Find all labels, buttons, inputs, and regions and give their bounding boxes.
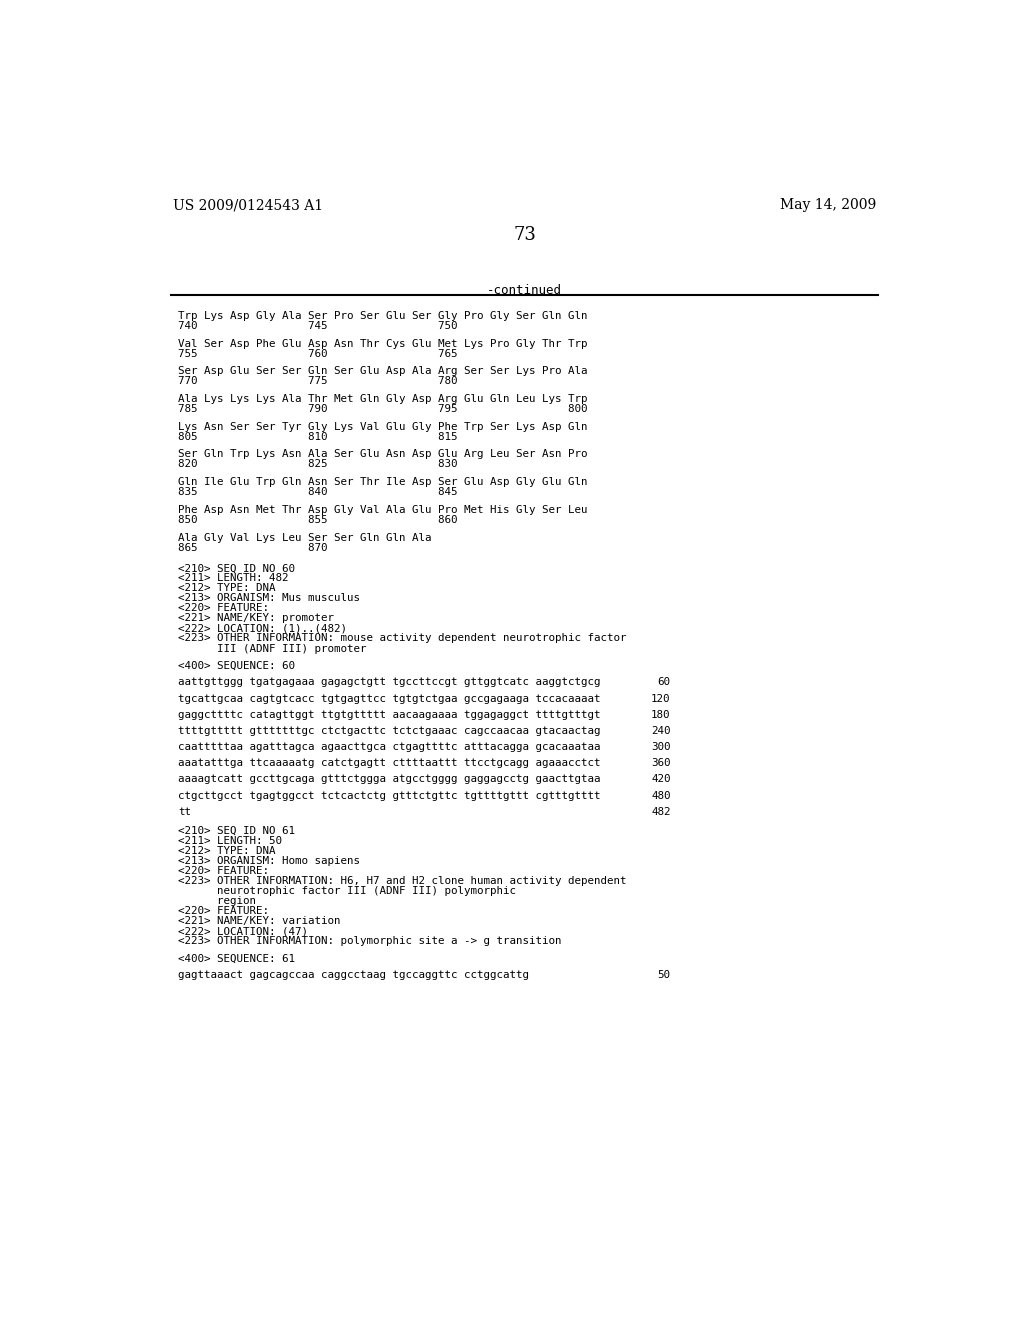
Text: 180: 180	[651, 710, 671, 719]
Text: 300: 300	[651, 742, 671, 752]
Text: 73: 73	[513, 226, 537, 244]
Text: aattgttggg tgatgagaaa gagagctgtt tgccttccgt gttggtcatc aaggtctgcg: aattgttggg tgatgagaaa gagagctgtt tgccttc…	[178, 677, 601, 688]
Text: <221> NAME/KEY: promoter: <221> NAME/KEY: promoter	[178, 614, 335, 623]
Text: US 2009/0124543 A1: US 2009/0124543 A1	[173, 198, 324, 213]
Text: <400> SEQUENCE: 60: <400> SEQUENCE: 60	[178, 661, 295, 671]
Text: Lys Asn Ser Ser Tyr Gly Lys Val Glu Gly Phe Trp Ser Lys Asp Gln: Lys Asn Ser Ser Tyr Gly Lys Val Glu Gly …	[178, 422, 588, 432]
Text: <400> SEQUENCE: 61: <400> SEQUENCE: 61	[178, 954, 295, 964]
Text: 740                 745                 750: 740 745 750	[178, 321, 458, 331]
Text: Trp Lys Asp Gly Ala Ser Pro Ser Glu Ser Gly Pro Gly Ser Gln Gln: Trp Lys Asp Gly Ala Ser Pro Ser Glu Ser …	[178, 312, 588, 321]
Text: 835                 840                 845: 835 840 845	[178, 487, 458, 498]
Text: tt: tt	[178, 807, 191, 817]
Text: caatttttaa agatttagca agaacttgca ctgagttttc atttacagga gcacaaataa: caatttttaa agatttagca agaacttgca ctgagtt…	[178, 742, 601, 752]
Text: Val Ser Asp Phe Glu Asp Asn Thr Cys Glu Met Lys Pro Gly Thr Trp: Val Ser Asp Phe Glu Asp Asn Thr Cys Glu …	[178, 339, 588, 348]
Text: 770                 775                 780: 770 775 780	[178, 376, 458, 387]
Text: Ser Asp Glu Ser Ser Gln Ser Glu Asp Ala Arg Ser Ser Lys Pro Ala: Ser Asp Glu Ser Ser Gln Ser Glu Asp Ala …	[178, 367, 588, 376]
Text: 60: 60	[657, 677, 671, 688]
Text: 865                 870: 865 870	[178, 543, 328, 553]
Text: <211> LENGTH: 482: <211> LENGTH: 482	[178, 573, 289, 583]
Text: ttttgttttt gtttttttgc ctctgacttc tctctgaaac cagccaacaa gtacaactag: ttttgttttt gtttttttgc ctctgacttc tctctga…	[178, 726, 601, 735]
Text: gaggcttttc catagttggt ttgtgttttt aacaagaaaa tggagaggct ttttgtttgt: gaggcttttc catagttggt ttgtgttttt aacaaga…	[178, 710, 601, 719]
Text: 240: 240	[651, 726, 671, 735]
Text: Ser Gln Trp Lys Asn Ala Ser Glu Asn Asp Glu Arg Leu Ser Asn Pro: Ser Gln Trp Lys Asn Ala Ser Glu Asn Asp …	[178, 449, 588, 459]
Text: <222> LOCATION: (1)..(482): <222> LOCATION: (1)..(482)	[178, 623, 347, 634]
Text: <220> FEATURE:: <220> FEATURE:	[178, 906, 269, 916]
Text: 420: 420	[651, 775, 671, 784]
Text: Gln Ile Glu Trp Gln Asn Ser Thr Ile Asp Ser Glu Asp Gly Glu Gln: Gln Ile Glu Trp Gln Asn Ser Thr Ile Asp …	[178, 478, 588, 487]
Text: aaatatttga ttcaaaaatg catctgagtt cttttaattt ttcctgcagg agaaacctct: aaatatttga ttcaaaaatg catctgagtt cttttaa…	[178, 758, 601, 768]
Text: -continued: -continued	[487, 284, 562, 297]
Text: tgcattgcaa cagtgtcacc tgtgagttcc tgtgtctgaa gccgagaaga tccacaaaat: tgcattgcaa cagtgtcacc tgtgagttcc tgtgtct…	[178, 693, 601, 704]
Text: 482: 482	[651, 807, 671, 817]
Text: <223> OTHER INFORMATION: mouse activity dependent neurotrophic factor: <223> OTHER INFORMATION: mouse activity …	[178, 634, 627, 643]
Text: <223> OTHER INFORMATION: polymorphic site a -> g transition: <223> OTHER INFORMATION: polymorphic sit…	[178, 936, 562, 946]
Text: <213> ORGANISM: Mus musculus: <213> ORGANISM: Mus musculus	[178, 594, 360, 603]
Text: Phe Asp Asn Met Thr Asp Gly Val Ala Glu Pro Met His Gly Ser Leu: Phe Asp Asn Met Thr Asp Gly Val Ala Glu …	[178, 506, 588, 515]
Text: gagttaaact gagcagccaa caggcctaag tgccaggttc cctggcattg: gagttaaact gagcagccaa caggcctaag tgccagg…	[178, 970, 529, 979]
Text: 805                 810                 815: 805 810 815	[178, 432, 458, 442]
Text: <212> TYPE: DNA: <212> TYPE: DNA	[178, 583, 275, 594]
Text: 120: 120	[651, 693, 671, 704]
Text: <221> NAME/KEY: variation: <221> NAME/KEY: variation	[178, 916, 341, 927]
Text: 820                 825                 830: 820 825 830	[178, 459, 458, 470]
Text: 785                 790                 795                 800: 785 790 795 800	[178, 404, 588, 414]
Text: aaaagtcatt gccttgcaga gtttctggga atgcctgggg gaggagcctg gaacttgtaa: aaaagtcatt gccttgcaga gtttctggga atgcctg…	[178, 775, 601, 784]
Text: 755                 760                 765: 755 760 765	[178, 348, 458, 359]
Text: <213> ORGANISM: Homo sapiens: <213> ORGANISM: Homo sapiens	[178, 857, 360, 866]
Text: Ala Lys Lys Lys Ala Thr Met Gln Gly Asp Arg Glu Gln Leu Lys Trp: Ala Lys Lys Lys Ala Thr Met Gln Gly Asp …	[178, 395, 588, 404]
Text: <222> LOCATION: (47): <222> LOCATION: (47)	[178, 927, 308, 936]
Text: 50: 50	[657, 970, 671, 979]
Text: <212> TYPE: DNA: <212> TYPE: DNA	[178, 846, 275, 855]
Text: neurotrophic factor III (ADNF III) polymorphic: neurotrophic factor III (ADNF III) polym…	[178, 886, 516, 896]
Text: <210> SEQ ID NO 60: <210> SEQ ID NO 60	[178, 564, 295, 573]
Text: Ala Gly Val Lys Leu Ser Ser Gln Gln Ala: Ala Gly Val Lys Leu Ser Ser Gln Gln Ala	[178, 533, 432, 543]
Text: 480: 480	[651, 791, 671, 800]
Text: region: region	[178, 896, 256, 906]
Text: 360: 360	[651, 758, 671, 768]
Text: <211> LENGTH: 50: <211> LENGTH: 50	[178, 836, 283, 846]
Text: III (ADNF III) promoter: III (ADNF III) promoter	[178, 644, 367, 653]
Text: <223> OTHER INFORMATION: H6, H7 and H2 clone human activity dependent: <223> OTHER INFORMATION: H6, H7 and H2 c…	[178, 876, 627, 886]
Text: <220> FEATURE:: <220> FEATURE:	[178, 866, 269, 876]
Text: <210> SEQ ID NO 61: <210> SEQ ID NO 61	[178, 826, 295, 836]
Text: <220> FEATURE:: <220> FEATURE:	[178, 603, 269, 614]
Text: ctgcttgcct tgagtggcct tctcactctg gtttctgttc tgttttgttt cgtttgtttt: ctgcttgcct tgagtggcct tctcactctg gtttctg…	[178, 791, 601, 800]
Text: 850                 855                 860: 850 855 860	[178, 515, 458, 525]
Text: May 14, 2009: May 14, 2009	[780, 198, 877, 213]
